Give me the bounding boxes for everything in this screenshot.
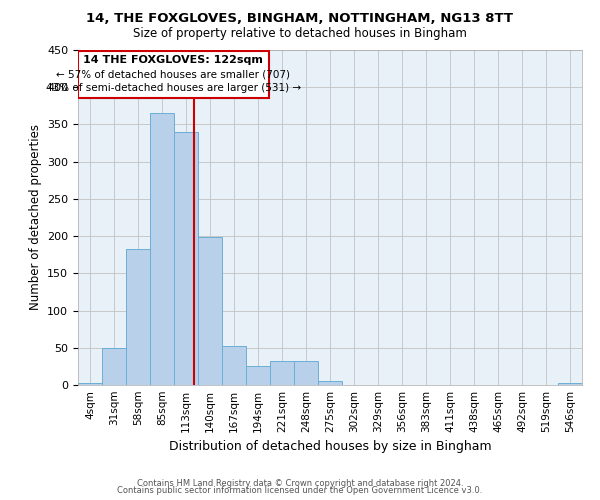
- Bar: [222, 346, 246, 385]
- Bar: [558, 383, 582, 385]
- Y-axis label: Number of detached properties: Number of detached properties: [29, 124, 41, 310]
- Bar: [318, 380, 342, 385]
- Bar: [126, 249, 150, 385]
- Text: Contains HM Land Registry data © Crown copyright and database right 2024.: Contains HM Land Registry data © Crown c…: [137, 478, 463, 488]
- Bar: [102, 348, 126, 385]
- Bar: [78, 383, 102, 385]
- Text: 43% of semi-detached houses are larger (531) →: 43% of semi-detached houses are larger (…: [46, 83, 301, 93]
- Bar: [198, 237, 222, 385]
- Bar: [78, 52, 269, 98]
- Text: ← 57% of detached houses are smaller (707): ← 57% of detached houses are smaller (70…: [56, 69, 290, 79]
- Bar: [294, 361, 318, 385]
- Bar: [174, 132, 198, 385]
- Text: Contains public sector information licensed under the Open Government Licence v3: Contains public sector information licen…: [118, 486, 482, 495]
- Bar: [246, 366, 270, 385]
- Text: Size of property relative to detached houses in Bingham: Size of property relative to detached ho…: [133, 28, 467, 40]
- X-axis label: Distribution of detached houses by size in Bingham: Distribution of detached houses by size …: [169, 440, 491, 454]
- Bar: [150, 112, 174, 385]
- Text: 14, THE FOXGLOVES, BINGHAM, NOTTINGHAM, NG13 8TT: 14, THE FOXGLOVES, BINGHAM, NOTTINGHAM, …: [86, 12, 514, 26]
- Bar: [270, 361, 294, 385]
- Text: 14 THE FOXGLOVES: 122sqm: 14 THE FOXGLOVES: 122sqm: [83, 55, 263, 65]
